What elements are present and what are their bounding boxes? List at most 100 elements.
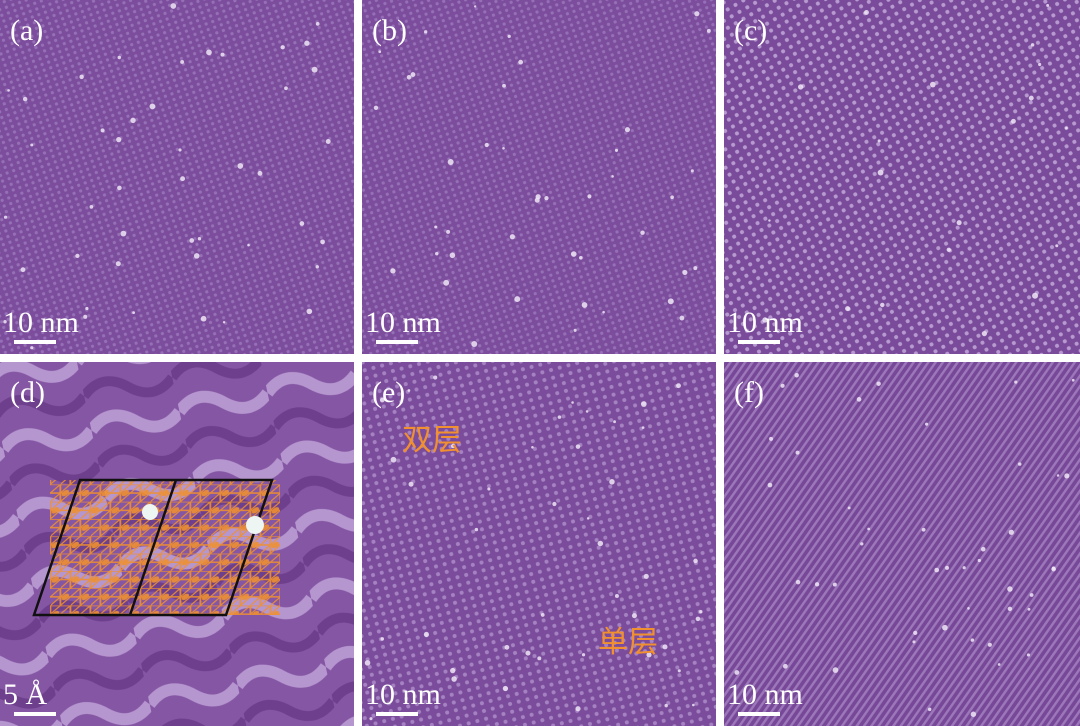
speck (614, 593, 619, 598)
speck (867, 527, 871, 531)
speck (706, 28, 711, 33)
stm-image (362, 0, 716, 354)
speck (832, 667, 839, 673)
stm-image (362, 362, 716, 726)
speck (30, 346, 34, 350)
speck (149, 103, 156, 110)
stm-image (724, 0, 1080, 354)
speck (662, 644, 668, 650)
speck (1026, 653, 1031, 657)
scale-bar-label: 10 nm (727, 306, 803, 339)
speck (473, 5, 477, 8)
speck (970, 711, 977, 717)
speck (180, 176, 186, 182)
speck (670, 195, 674, 200)
speck (531, 445, 534, 449)
speck (1038, 62, 1042, 67)
speck (921, 527, 926, 532)
speck (502, 83, 506, 88)
speck (877, 139, 881, 143)
speck (1007, 606, 1013, 612)
speck (581, 302, 588, 308)
speck (403, 319, 407, 323)
speck (474, 527, 479, 532)
speck (956, 220, 962, 226)
speck (504, 644, 510, 650)
speck (945, 565, 949, 570)
speck (115, 261, 121, 267)
scale-bar-label: 5 Å (3, 678, 48, 711)
speck (20, 267, 26, 273)
speck (575, 444, 581, 449)
speck (220, 52, 225, 57)
speck (423, 631, 429, 637)
speck (206, 49, 212, 56)
speck (970, 638, 975, 642)
speck (682, 269, 688, 276)
speck (767, 482, 773, 488)
speck (544, 196, 549, 201)
speck (449, 252, 456, 259)
speck (120, 230, 127, 237)
speck (695, 616, 701, 622)
speck (980, 546, 986, 552)
speck (443, 279, 450, 286)
speck (676, 383, 681, 389)
speck (390, 456, 397, 463)
speck (587, 194, 592, 199)
speck (247, 243, 250, 247)
speck (3, 215, 8, 219)
speck (417, 321, 422, 326)
speck (170, 3, 177, 9)
speck (193, 253, 200, 259)
speck (734, 670, 740, 675)
speck (762, 317, 768, 323)
speck (794, 373, 799, 378)
speck (451, 676, 457, 682)
speck (880, 302, 885, 308)
panel-label: (c) (734, 14, 767, 47)
speck (197, 237, 202, 241)
speck (1065, 126, 1068, 130)
speck (306, 308, 313, 315)
speck (646, 652, 652, 658)
panel-label: (f) (734, 376, 764, 409)
speck (782, 663, 788, 669)
speck (3, 320, 7, 324)
speck (433, 375, 438, 380)
speck (435, 251, 439, 256)
speck (83, 314, 88, 319)
speck (189, 238, 195, 243)
speck (614, 148, 619, 152)
speck (378, 50, 382, 54)
speck (981, 330, 987, 337)
speck (942, 624, 948, 631)
speck (22, 96, 28, 102)
scale-bar-label: 10 nm (3, 306, 79, 339)
speck (1055, 244, 1059, 248)
speck (299, 221, 305, 226)
speck (641, 426, 645, 429)
speck (677, 669, 681, 673)
scale-bar-label: 10 nm (365, 678, 441, 711)
speck (540, 613, 545, 617)
speck (130, 117, 136, 124)
speck (284, 86, 288, 91)
speck (597, 540, 604, 547)
speck (946, 247, 951, 252)
speck (768, 219, 771, 222)
speck (408, 481, 414, 487)
speck (237, 163, 244, 169)
speck (180, 60, 185, 64)
stm-image (724, 362, 1080, 726)
speck (780, 383, 785, 388)
speck (769, 436, 774, 441)
speck (997, 663, 1001, 666)
panel: (a) 10 nm (0, 0, 354, 354)
speck (85, 306, 89, 311)
speck (664, 703, 668, 708)
speck (795, 450, 800, 455)
speck (699, 610, 703, 614)
